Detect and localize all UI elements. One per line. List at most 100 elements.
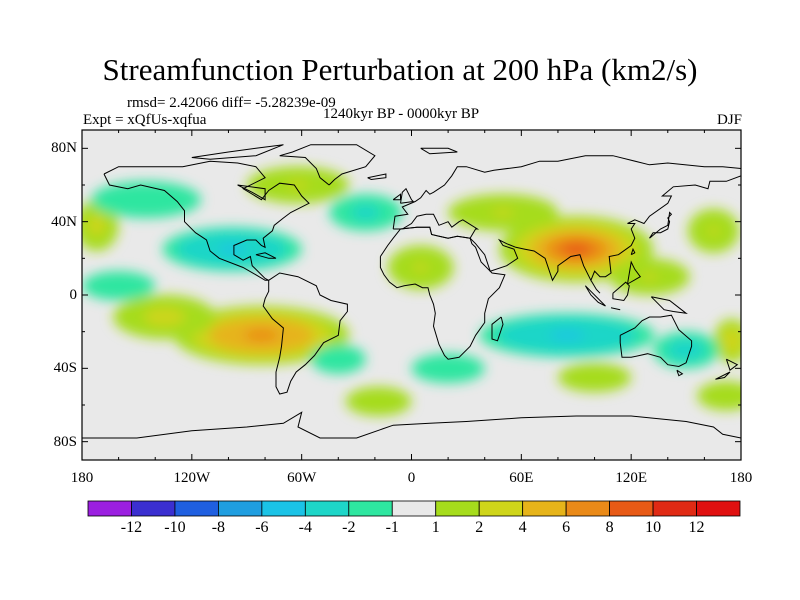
colorbar-label: -10 (164, 519, 186, 536)
colorbar-swatch (261, 500, 306, 517)
anomaly-region (609, 258, 690, 295)
colorbar-swatch (435, 500, 480, 517)
colorbar-swatch (304, 500, 350, 517)
anomaly-region (713, 318, 741, 363)
anomaly-contour (358, 208, 374, 217)
colorbar-swatch (217, 500, 263, 517)
coastline-path (400, 187, 415, 204)
colorbar-label: -8 (211, 519, 226, 536)
coastline-path (392, 155, 741, 230)
anomaly-region (113, 295, 216, 339)
colorbar-label: -6 (255, 519, 269, 536)
anomaly-region (173, 306, 350, 365)
x-tick-label: 120E (615, 470, 647, 486)
y-tick-label: 0 (69, 287, 78, 303)
anomaly-region (310, 344, 366, 374)
anomaly-region (653, 331, 720, 369)
anomaly-contour (243, 329, 279, 342)
colorbar-swatch (348, 500, 393, 517)
coastline-path (715, 371, 731, 380)
coastline-path (610, 307, 621, 311)
coastline-path (237, 184, 266, 201)
x-tick-label: 0 (407, 470, 416, 486)
anomaly-region (345, 386, 412, 417)
anomaly-contour (111, 282, 126, 289)
colorbar-label: 1 (431, 519, 440, 536)
experiment-label: Expt = xQfUs-xqfua (83, 112, 207, 128)
coastline-path (650, 296, 688, 315)
coastline-path (279, 144, 376, 186)
anomaly-region (387, 245, 454, 290)
colorbar-label: 2 (475, 519, 484, 536)
colorbar-label: -1 (385, 519, 399, 536)
anomaly-contour (414, 263, 428, 272)
coastline-path (255, 252, 277, 259)
coastline-path (491, 316, 504, 342)
anomaly-contour (287, 181, 309, 189)
colorbar-swatch (652, 500, 697, 517)
anomaly-region (687, 208, 740, 253)
anomaly-contour (549, 330, 585, 340)
colorbar-swatch (131, 500, 176, 517)
anomaly-region (499, 216, 654, 283)
x-tick-label: 120W (173, 470, 211, 486)
y-tick-label: 40S (53, 360, 77, 377)
anomaly-region (557, 362, 632, 393)
colorbar-swatch (565, 500, 611, 517)
colorbar-label: -2 (342, 519, 356, 536)
coastline-path (262, 272, 348, 395)
anomaly-region (479, 313, 655, 358)
plot-background (82, 130, 741, 460)
coastline-path (392, 193, 401, 201)
anomaly-contour (492, 208, 515, 217)
coastline-path (191, 144, 284, 160)
y-tick-label: 80S (53, 433, 77, 450)
chart-title: Streamfunction Perturbation at 200 hPa (… (102, 52, 698, 87)
colorbar-swatch (87, 500, 132, 517)
coastline-path (103, 160, 310, 281)
anomaly-contour (218, 244, 247, 254)
period-label: 1240kyr BP - 0000kyr BP (323, 106, 480, 122)
anomaly-contour (728, 336, 736, 346)
coastline-path (590, 280, 601, 294)
anomaly-contour (560, 242, 592, 256)
coastline-path (612, 281, 630, 302)
y-tick-label: 40N (51, 213, 77, 230)
coastline-path (630, 247, 636, 256)
colorbar-label: 8 (605, 519, 614, 536)
colorbar-swatch (696, 500, 741, 517)
coastline-path (379, 226, 506, 360)
x-tick-label: 180 (70, 470, 94, 486)
anomaly-region (329, 194, 403, 231)
colorbar-label: 10 (645, 519, 662, 536)
anomaly-contour (92, 220, 102, 231)
anomaly-region (448, 194, 558, 231)
coastline-path (725, 358, 739, 372)
anomaly-region (697, 381, 741, 411)
anomaly-contour (587, 374, 602, 381)
coastline-path (584, 285, 606, 307)
anomaly-region (91, 181, 201, 219)
anomaly-contour (332, 356, 344, 363)
coastline-path (420, 147, 458, 155)
anomaly-region (246, 166, 350, 204)
coastline-path (619, 314, 693, 368)
colorbar-label: -4 (298, 519, 312, 536)
coastline-path (367, 173, 387, 181)
colorbar-swatch (478, 500, 524, 517)
coastline-path (627, 260, 642, 285)
coastline-path (649, 211, 673, 239)
anomaly-contour (641, 273, 658, 281)
colorbar-swatch (609, 500, 654, 517)
colorbar-label: 4 (518, 519, 527, 536)
coastline-path (469, 175, 741, 282)
coastline-path (82, 411, 741, 439)
x-tick-label: 180 (729, 470, 753, 486)
anomaly-contour (154, 312, 175, 322)
season-label: DJF (716, 112, 742, 128)
coastline-path (676, 369, 684, 377)
anomaly-contour (708, 226, 719, 236)
colorbar-label: 12 (688, 519, 705, 536)
anomaly-contour (135, 196, 158, 204)
